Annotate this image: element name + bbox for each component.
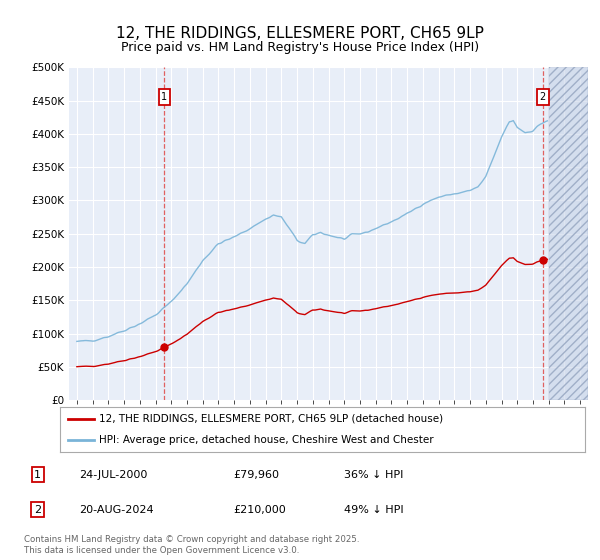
Text: 49% ↓ HPI: 49% ↓ HPI — [344, 505, 404, 515]
Text: 12, THE RIDDINGS, ELLESMERE PORT, CH65 9LP (detached house): 12, THE RIDDINGS, ELLESMERE PORT, CH65 9… — [100, 414, 443, 424]
Text: Contains HM Land Registry data © Crown copyright and database right 2025.
This d: Contains HM Land Registry data © Crown c… — [24, 535, 359, 554]
Bar — [548, 67, 588, 400]
Text: 2: 2 — [540, 92, 546, 102]
Text: 1: 1 — [34, 470, 41, 479]
Text: 2: 2 — [34, 505, 41, 515]
Text: 1: 1 — [161, 92, 167, 102]
Text: 36% ↓ HPI: 36% ↓ HPI — [344, 470, 404, 479]
Text: 12, THE RIDDINGS, ELLESMERE PORT, CH65 9LP: 12, THE RIDDINGS, ELLESMERE PORT, CH65 9… — [116, 26, 484, 41]
Bar — [548, 67, 588, 400]
Text: 20-AUG-2024: 20-AUG-2024 — [79, 505, 154, 515]
Text: 24-JUL-2000: 24-JUL-2000 — [79, 470, 148, 479]
Text: £79,960: £79,960 — [234, 470, 280, 479]
Text: Price paid vs. HM Land Registry's House Price Index (HPI): Price paid vs. HM Land Registry's House … — [121, 40, 479, 54]
Text: £210,000: £210,000 — [234, 505, 287, 515]
Text: HPI: Average price, detached house, Cheshire West and Chester: HPI: Average price, detached house, Ches… — [100, 435, 434, 445]
